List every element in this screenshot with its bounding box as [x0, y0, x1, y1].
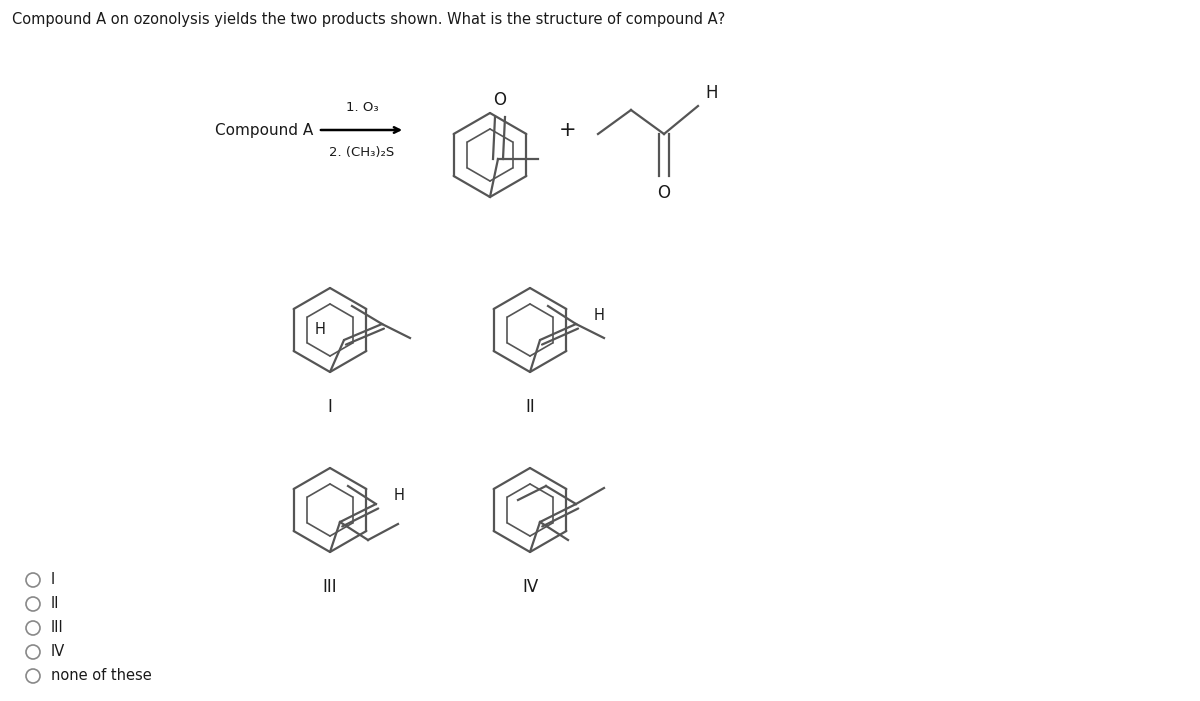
- Text: 1. O₃: 1. O₃: [346, 101, 378, 114]
- Text: II: II: [526, 398, 535, 416]
- Text: 2. (CH₃)₂S: 2. (CH₃)₂S: [329, 146, 395, 159]
- Text: +: +: [559, 120, 577, 140]
- Text: I: I: [328, 398, 332, 416]
- Text: Compound A on ozonolysis yields the two products shown. What is the structure of: Compound A on ozonolysis yields the two …: [12, 12, 725, 27]
- Text: H: H: [594, 308, 605, 323]
- Text: O: O: [658, 184, 671, 202]
- Text: none of these: none of these: [50, 669, 151, 683]
- Text: III: III: [323, 578, 337, 596]
- Text: IV: IV: [50, 644, 65, 660]
- Text: Compound A: Compound A: [215, 123, 313, 137]
- Text: II: II: [50, 597, 60, 611]
- Text: H: H: [394, 489, 404, 503]
- Text: H: H: [706, 84, 718, 102]
- Text: IV: IV: [522, 578, 538, 596]
- Text: H: H: [316, 322, 326, 337]
- Text: I: I: [50, 573, 55, 587]
- Text: O: O: [493, 91, 506, 109]
- Text: III: III: [50, 620, 64, 636]
